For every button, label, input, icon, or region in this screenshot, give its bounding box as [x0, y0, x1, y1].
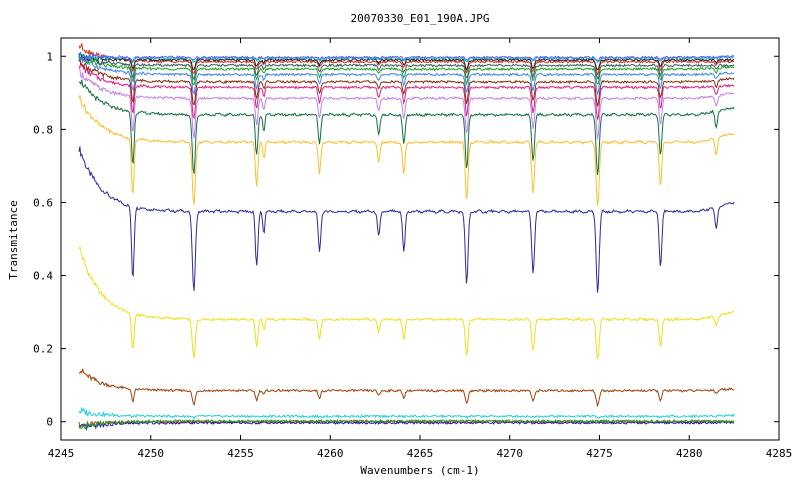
series-line-6 [78, 79, 735, 176]
series-line-11 [78, 52, 735, 86]
series-line-8 [78, 61, 735, 121]
x-tick-label: 4255 [227, 447, 254, 460]
series-line-12 [78, 53, 735, 81]
x-tick-label: 4270 [497, 447, 524, 460]
series-line-19 [78, 418, 735, 430]
y-tick-label: 0.8 [33, 123, 53, 136]
y-axis: 0 0.2 0.4 0.6 0.8 1 [33, 50, 779, 429]
x-tick-label: 4250 [138, 447, 165, 460]
series-line-18 [78, 420, 735, 432]
series-line-14 [78, 51, 735, 71]
x-tick-label: 4265 [407, 447, 434, 460]
series-line-10 [78, 52, 735, 96]
series-line-13 [78, 43, 735, 76]
y-tick-label: 1 [46, 50, 53, 63]
y-tick-label: 0.4 [33, 270, 53, 283]
series-line-4 [78, 406, 735, 420]
y-tick-label: 0.2 [33, 343, 53, 356]
chart-title: 20070330_E01_190A.JPG [350, 12, 489, 25]
series-line-7 [78, 66, 735, 140]
series-line-5 [78, 95, 735, 206]
series-line-3 [78, 368, 735, 408]
x-axis: 4245 4250 4255 4260 4265 4270 4275 4280 4285 [48, 38, 793, 460]
y-tick-label: 0.6 [33, 196, 53, 209]
x-axis-label: Wavenumbers (cm-1) [360, 464, 479, 477]
y-axis-label: Transmitance [7, 200, 20, 279]
x-tick-label: 4260 [317, 447, 344, 460]
series-line-1 [78, 146, 735, 293]
series-line-16 [78, 53, 735, 62]
y-tick-label: 0 [46, 416, 53, 429]
x-tick-label: 4245 [48, 447, 75, 460]
x-tick-label: 4285 [766, 447, 793, 460]
series-line-2 [78, 245, 735, 360]
series-line-9 [78, 56, 735, 107]
x-tick-label: 4275 [586, 447, 613, 460]
series-group [78, 43, 735, 432]
x-tick-label: 4280 [676, 447, 703, 460]
